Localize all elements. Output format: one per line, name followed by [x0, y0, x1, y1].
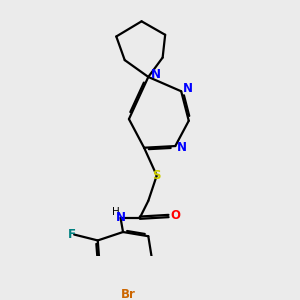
Text: S: S: [152, 169, 161, 182]
Text: N: N: [177, 141, 188, 154]
Text: F: F: [68, 228, 76, 241]
Text: O: O: [171, 209, 181, 223]
Text: N: N: [182, 82, 193, 95]
Text: Br: Br: [121, 287, 136, 300]
Text: N: N: [116, 211, 125, 224]
Text: H: H: [112, 207, 120, 217]
Text: N: N: [150, 68, 161, 81]
